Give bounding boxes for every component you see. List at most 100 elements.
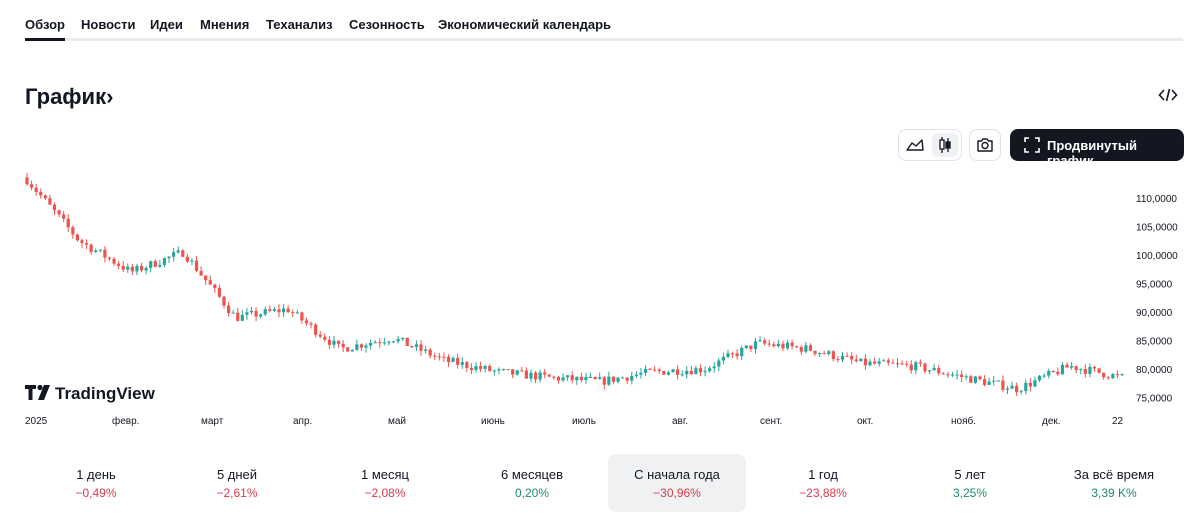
candle-body (465, 362, 469, 369)
candle-body (547, 374, 551, 377)
tab-opinions[interactable]: Мнения (200, 17, 250, 32)
candle-body (304, 320, 309, 324)
period-button[interactable]: 6 месяцев 0,20% (463, 454, 601, 512)
candle-body (1102, 372, 1106, 378)
candle-body (62, 214, 66, 219)
candle-body (341, 343, 345, 348)
candle-body (685, 370, 689, 375)
candle-body (886, 360, 890, 363)
candle-body (872, 361, 877, 364)
area-chart-icon (906, 139, 924, 151)
tab-ideas[interactable]: Идеи (150, 17, 183, 32)
candle-body (584, 377, 588, 381)
candle-body (112, 258, 116, 264)
candle-body (478, 366, 483, 369)
candle-body (309, 323, 313, 325)
period-button[interactable]: С начала года −30,96% (608, 454, 746, 512)
candle-body (927, 370, 932, 372)
candle-body (1051, 370, 1055, 372)
candle-body (355, 344, 359, 350)
period-button[interactable]: 1 год −23,88% (754, 454, 892, 512)
candle-body (671, 369, 675, 373)
candle-body (437, 356, 441, 358)
candle-body (616, 377, 620, 382)
candles-group (25, 172, 1124, 397)
candle-body (529, 372, 533, 379)
candle-body (982, 379, 987, 385)
candle-body (190, 260, 194, 262)
candle-body (533, 372, 538, 380)
advanced-chart-label: Продвинутый график (1047, 138, 1137, 168)
candle-body (410, 345, 414, 348)
candle-body (854, 359, 858, 362)
candle-body (992, 380, 996, 382)
candle-body (859, 358, 863, 362)
price-tick-label: 100,0000 (1136, 251, 1178, 262)
time-tick-label: июль (572, 416, 596, 427)
embed-code-icon[interactable] (1158, 86, 1178, 104)
candle-body (84, 243, 89, 245)
candle-body (364, 345, 368, 348)
period-change: 0,20% (514, 486, 550, 500)
time-tick-label: 2025 (25, 416, 48, 427)
tab-news[interactable]: Новости (81, 17, 136, 32)
candle-body (634, 374, 638, 376)
price-tick-label: 95,0000 (1136, 279, 1173, 290)
candle-body (905, 363, 909, 365)
time-tick-label: сент. (760, 416, 782, 427)
period-button[interactable]: 5 лет 3,25% (901, 454, 1039, 512)
candle-body (703, 371, 707, 373)
candle-body (1024, 382, 1028, 392)
tradingview-wordmark: TradingView (55, 384, 156, 403)
candle-body (446, 356, 451, 362)
tab-economic-calendar[interactable]: Экономический календарь (438, 17, 612, 32)
tab-seasonality[interactable]: Сезонность (349, 17, 425, 32)
candle-body (689, 370, 693, 375)
candle-body (451, 358, 455, 362)
candle-body (249, 310, 254, 313)
candle-body (639, 372, 643, 375)
screenshot-button[interactable] (969, 129, 1001, 161)
area-chart-button[interactable] (902, 133, 928, 157)
candle-body (1028, 382, 1032, 387)
candle-body (950, 374, 955, 376)
candle-body (657, 369, 661, 372)
time-tick-label: окт. (857, 416, 873, 427)
chart-type-toggle (898, 129, 962, 161)
candles-chart-button[interactable] (932, 133, 958, 157)
time-tick-label: март (201, 416, 224, 427)
candle-body (176, 250, 180, 253)
period-button[interactable]: За всё время 3,39 K% (1045, 454, 1183, 512)
candle-body (675, 369, 680, 375)
candle-body (199, 270, 203, 276)
price-chart[interactable]: 110,0000 105,0000 100,0000 95,0000 90,0000 85… (0, 170, 1200, 440)
period-change: 3,25% (952, 486, 988, 500)
candle-body (1070, 366, 1074, 368)
period-button[interactable]: 1 день −0,49% (27, 454, 165, 512)
candle-body (327, 339, 331, 345)
candle-body (666, 372, 671, 375)
time-tick-label: апр. (293, 416, 312, 427)
candle-body (158, 264, 162, 267)
advanced-chart-button[interactable]: Продвинутый график (1010, 129, 1184, 168)
candle-body (918, 362, 923, 364)
candle-body (593, 377, 597, 380)
candle-body (48, 198, 52, 205)
candle-body (868, 361, 872, 366)
candle-body (419, 344, 423, 351)
candle-body (662, 371, 666, 375)
tab-technical-analysis[interactable]: Теханализ (266, 17, 333, 32)
candle-body (973, 376, 977, 383)
candle-body (39, 191, 43, 196)
period-button[interactable]: 5 дней −2,61% (168, 454, 306, 512)
chevron-right-icon: › (106, 84, 114, 109)
tab-overview[interactable]: Обзор (25, 17, 65, 41)
candle-body (1092, 366, 1097, 369)
candle-body (923, 363, 927, 372)
period-button[interactable]: 1 месяц −2,08% (316, 454, 454, 512)
candle-body (29, 184, 34, 188)
candle-body (1042, 375, 1046, 377)
chart-section-title[interactable]: График› (25, 84, 113, 110)
candle-body (566, 375, 570, 378)
candle-body (226, 305, 231, 313)
